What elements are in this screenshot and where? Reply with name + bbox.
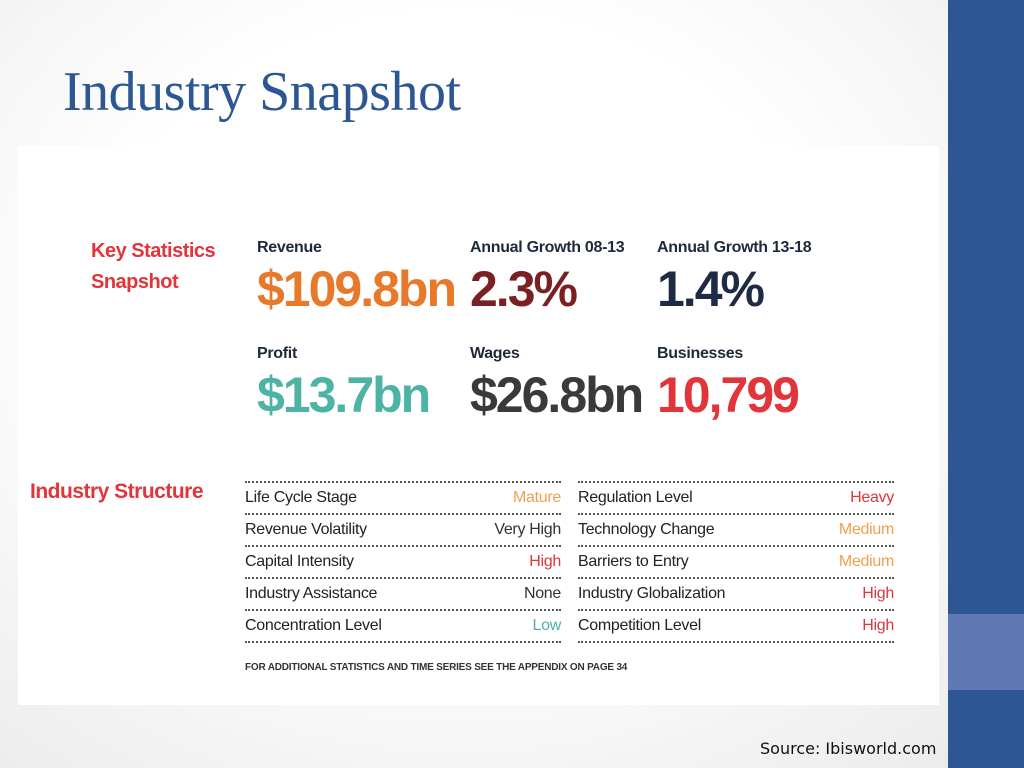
row-value: High: [529, 553, 561, 570]
row-label: Regulation Level: [578, 489, 693, 506]
stat-value: $13.7bn: [257, 367, 431, 423]
row-label: Life Cycle Stage: [245, 489, 357, 506]
stat-value: 10,799: [657, 367, 800, 423]
row-label: Capital Intensity: [245, 553, 354, 570]
slide-title: Industry Snapshot: [63, 61, 461, 123]
row-label: Revenue Volatility: [245, 521, 367, 538]
row-value: Medium: [838, 553, 894, 570]
source-credit: Source: Ibisworld.com: [760, 739, 937, 758]
stat-businesses: Businesses 10,799: [657, 344, 800, 424]
stat-label: Revenue: [257, 239, 322, 256]
row-value: High: [862, 585, 894, 602]
table-row: Capital Intensity High: [245, 547, 561, 579]
stat-label: Annual Growth 13-18: [657, 239, 812, 256]
stat-value: 1.4%: [657, 261, 765, 317]
row-value: Heavy: [850, 489, 894, 506]
table-row: Regulation Level Heavy: [578, 483, 894, 515]
stat-profit: Profit $13.7bn: [257, 344, 431, 424]
row-value: Mature: [513, 489, 561, 506]
industry-structure-heading: Industry Structure: [30, 480, 204, 503]
appendix-footnote: FOR ADDITIONAL STATISTICS AND TIME SERIE…: [245, 662, 628, 673]
table-row: Barriers to Entry Medium: [578, 547, 894, 579]
structure-table-right: Regulation Level Heavy Technology Change…: [578, 481, 894, 643]
stat-value: 2.3%: [470, 261, 578, 317]
row-value: High: [862, 617, 894, 634]
stat-annual-growth-08-13: Annual Growth 08-13 2.3%: [470, 238, 625, 318]
row-value: Medium: [838, 521, 894, 538]
stat-wages: Wages $26.8bn: [470, 344, 644, 424]
row-label: Technology Change: [578, 521, 715, 538]
side-accent-block: [948, 614, 1024, 690]
key-statistics-heading: Key Statistics Snapshot: [91, 236, 231, 298]
stat-value: $109.8bn: [257, 261, 457, 317]
row-label: Barriers to Entry: [578, 553, 689, 570]
stat-value: $26.8bn: [470, 367, 644, 423]
key-statistics-heading-line1: Key Statistics: [91, 240, 216, 262]
table-row: Life Cycle Stage Mature: [245, 483, 561, 515]
stat-label: Wages: [470, 345, 520, 362]
table-row: Industry Assistance None: [245, 579, 561, 611]
table-row: Industry Globalization High: [578, 579, 894, 611]
table-row: Competition Level High: [578, 611, 894, 643]
table-row: Concentration Level Low: [245, 611, 561, 643]
structure-table-left: Life Cycle Stage Mature Revenue Volatili…: [245, 481, 561, 643]
row-label: Competition Level: [578, 617, 701, 634]
row-value: Low: [532, 617, 562, 634]
row-label: Industry Globalization: [578, 585, 726, 602]
row-value: Very High: [494, 521, 561, 538]
key-statistics-heading-line2: Snapshot: [91, 271, 179, 293]
stat-annual-growth-13-18: Annual Growth 13-18 1.4%: [657, 238, 812, 318]
table-row: Technology Change Medium: [578, 515, 894, 547]
row-label: Concentration Level: [245, 617, 382, 634]
stat-revenue: Revenue $109.8bn: [257, 238, 457, 318]
row-label: Industry Assistance: [245, 585, 378, 602]
table-row: Revenue Volatility Very High: [245, 515, 561, 547]
stat-label: Annual Growth 08-13: [470, 239, 625, 256]
row-value: None: [523, 585, 561, 602]
stat-label: Profit: [257, 345, 297, 362]
snapshot-panel: Key Statistics Snapshot Revenue $109.8bn…: [18, 146, 939, 705]
stat-label: Businesses: [657, 345, 743, 362]
